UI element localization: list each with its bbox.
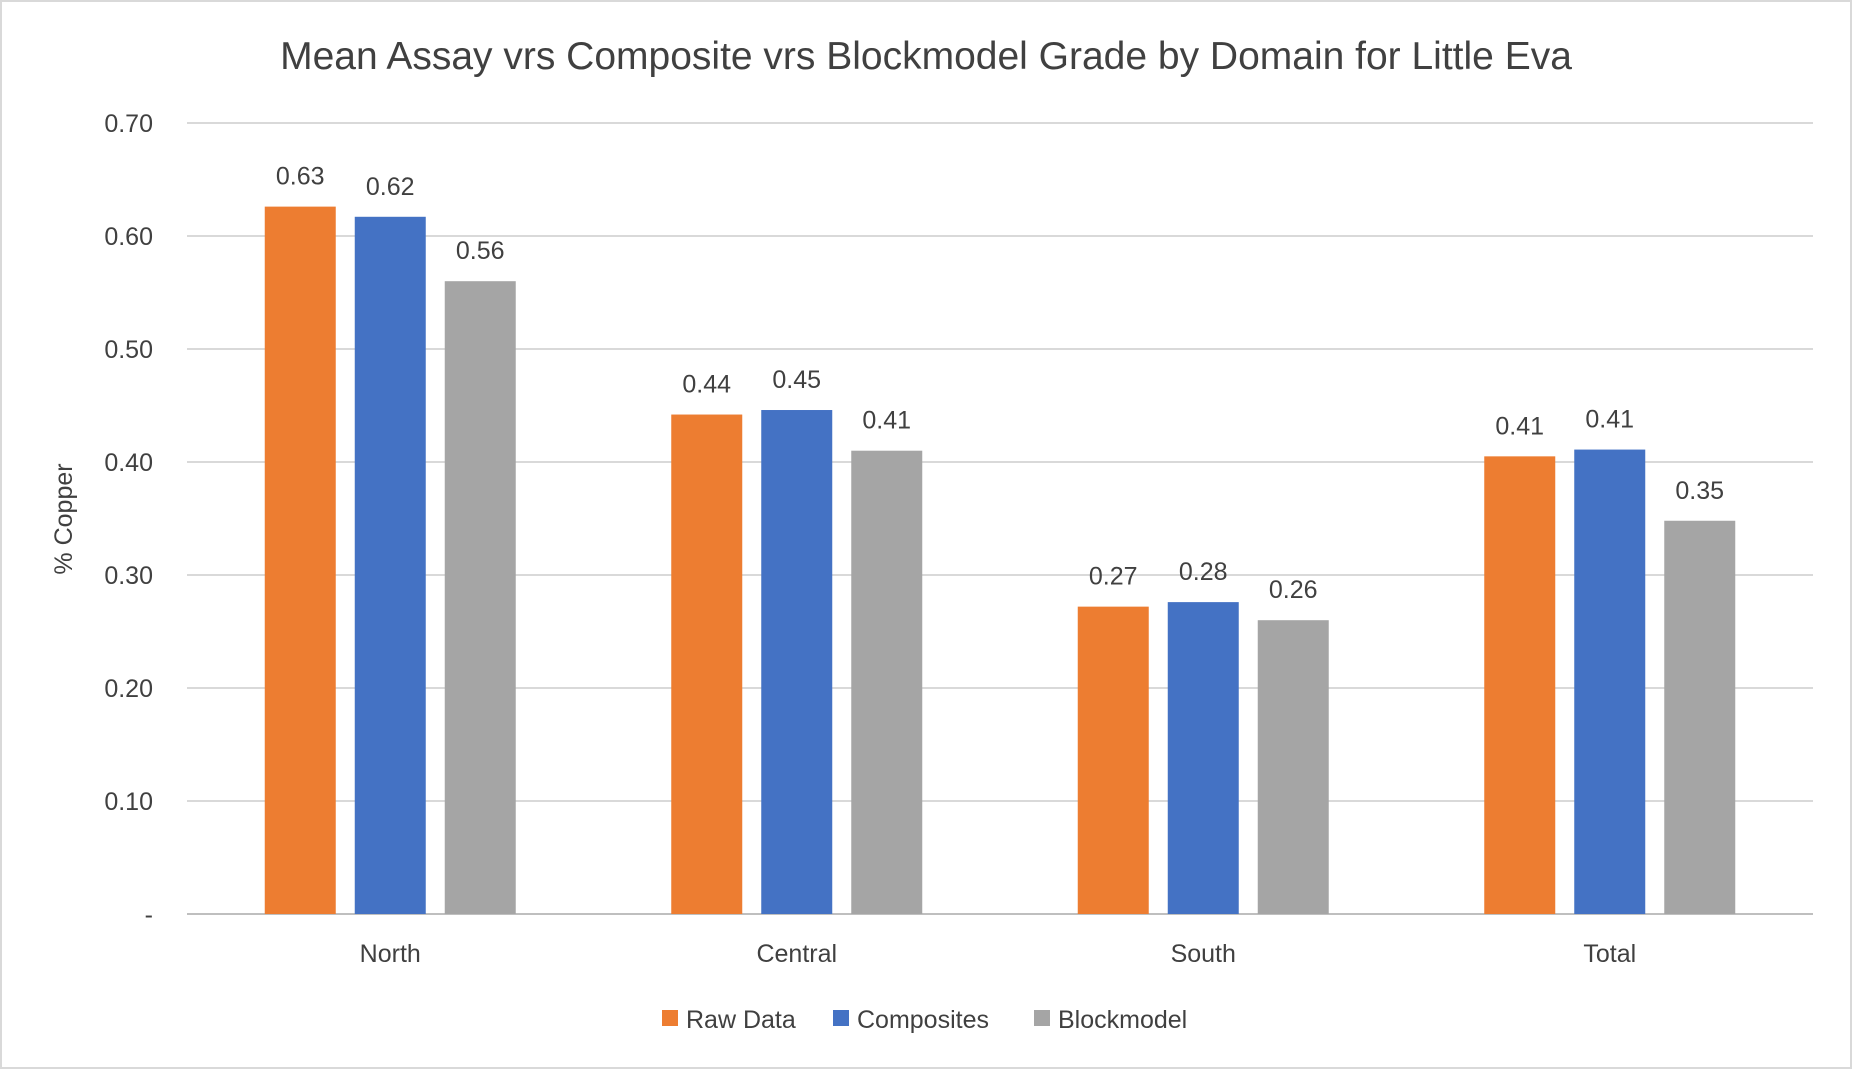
- data-label: 0.63: [276, 163, 325, 191]
- bar-composites-central: [761, 410, 833, 914]
- bar-blockmodel-north: [444, 281, 516, 914]
- data-label: 0.56: [456, 237, 505, 265]
- legend: Raw Data Composites Blockmodel: [662, 1006, 1187, 1034]
- bars: [264, 206, 1736, 915]
- data-label: 0.35: [1675, 477, 1724, 505]
- legend-label: Blockmodel: [1058, 1006, 1187, 1034]
- data-label: 0.26: [1269, 576, 1318, 604]
- y-tick-label: 0.20: [104, 675, 153, 703]
- bar-raw-data-central: [671, 414, 743, 914]
- bar-blockmodel-south: [1257, 620, 1329, 914]
- bar-blockmodel-total: [1664, 520, 1736, 914]
- legend-swatch: [1034, 1010, 1050, 1026]
- data-label: 0.41: [1585, 406, 1634, 434]
- data-label: 0.45: [772, 366, 821, 394]
- data-label: 0.27: [1089, 563, 1138, 591]
- bar-raw-data-total: [1484, 456, 1556, 914]
- data-label: 0.41: [862, 407, 911, 435]
- x-axis-ticks: North Central South Total: [360, 940, 1636, 968]
- data-label: 0.41: [1495, 412, 1544, 440]
- x-tick-label: South: [1171, 940, 1236, 968]
- legend-label: Composites: [857, 1006, 989, 1034]
- y-axis-label: % Copper: [50, 463, 78, 574]
- x-tick-label: Central: [756, 940, 837, 968]
- bar-raw-data-south: [1077, 606, 1149, 914]
- y-tick-label: 0.10: [104, 788, 153, 816]
- y-tick-label: 0.30: [104, 562, 153, 590]
- chart-title: Mean Assay vrs Composite vrs Blockmodel …: [280, 35, 1572, 78]
- data-labels: 0.63 0.62 0.56 0.44 0.45 0.41 0.27 0.28 0.26 0.41…: [276, 163, 1724, 605]
- x-tick-label: Total: [1583, 940, 1636, 968]
- y-tick-label: 0.70: [104, 110, 153, 138]
- bar-composites-total: [1574, 449, 1646, 914]
- y-tick-label: 0.60: [104, 223, 153, 251]
- y-tick-label: -: [145, 901, 153, 929]
- x-tick-label: North: [360, 940, 421, 968]
- data-label: 0.62: [366, 173, 415, 201]
- bar-composites-north: [354, 216, 426, 915]
- legend-label: Raw Data: [686, 1006, 796, 1034]
- bar-composites-south: [1167, 602, 1239, 914]
- bar-blockmodel-central: [851, 450, 923, 914]
- y-axis-ticks: - 0.10 0.20 0.30 0.40 0.50 0.60 0.70: [104, 110, 153, 929]
- data-label: 0.44: [682, 371, 731, 399]
- y-tick-label: 0.50: [104, 336, 153, 364]
- y-tick-label: 0.40: [104, 449, 153, 477]
- legend-swatch: [833, 1010, 849, 1026]
- bar-raw-data-north: [264, 206, 336, 914]
- data-label: 0.28: [1179, 558, 1228, 586]
- legend-swatch: [662, 1010, 678, 1026]
